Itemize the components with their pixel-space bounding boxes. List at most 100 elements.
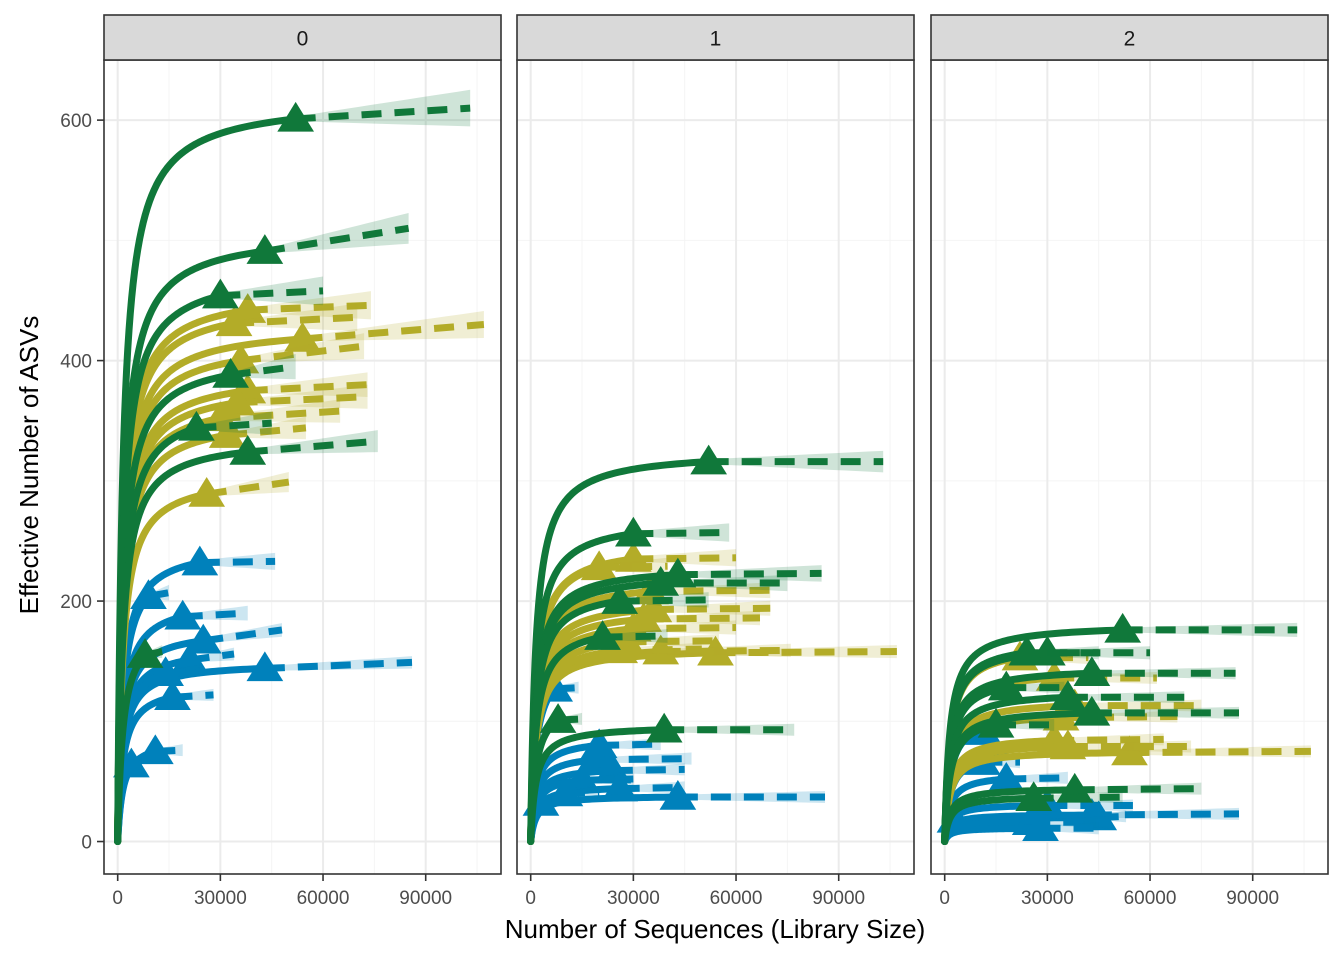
confidence-band: [660, 643, 791, 657]
observed-point: [202, 278, 239, 309]
observed-point: [1073, 695, 1111, 726]
confidence-band: [247, 291, 371, 320]
facet-1: 1: [516, 14, 915, 875]
confidence-band: [206, 471, 289, 497]
observed-point: [1073, 656, 1111, 686]
extrapolated-line: [240, 342, 365, 365]
extrapolated-line: [220, 407, 341, 422]
confidence-band: [1074, 699, 1202, 712]
x-tick-label: 60000: [297, 888, 350, 909]
facet-2: 2: [930, 14, 1329, 875]
observed-point: [284, 321, 321, 352]
observed-point: [208, 418, 246, 448]
extrapolated-line: [612, 765, 685, 775]
extrapolated-line: [302, 321, 485, 343]
extrapolated-line: [247, 301, 372, 314]
extrapolated-line: [599, 562, 668, 571]
observed-point: [246, 651, 284, 682]
extrapolated-line: [196, 419, 272, 432]
observed-point: [580, 728, 618, 759]
confidence-band: [234, 303, 358, 332]
observed-point: [539, 703, 577, 733]
extrapolated-line: [619, 596, 709, 605]
confidence-band: [1074, 782, 1202, 795]
observed-point: [130, 579, 167, 610]
observed-point: [1015, 781, 1053, 812]
observed-point: [126, 638, 164, 668]
interpolated-line: [527, 726, 668, 846]
observed-point: [615, 516, 652, 547]
observed-point: [136, 734, 174, 765]
facet-strip: [516, 14, 915, 61]
extrapolated-line: [247, 437, 379, 456]
observed-point: [977, 707, 1015, 738]
observed-point: [580, 550, 618, 581]
confidence-band: [247, 430, 378, 455]
observed-point: [154, 680, 191, 711]
observed-point: [645, 712, 683, 743]
observed-point: [219, 385, 256, 416]
extrapolated-line: [633, 554, 737, 563]
extrapolated-line: [626, 637, 719, 646]
observed-point: [1111, 735, 1148, 766]
extrapolated-line: [182, 609, 248, 621]
extrapolated-line: [602, 632, 668, 641]
extrapolated-line: [715, 648, 897, 657]
facet-strip-label: 1: [710, 28, 722, 51]
extrapolated-line: [1091, 810, 1240, 819]
extrapolated-line: [1129, 747, 1311, 757]
x-tick-label: 30000: [1021, 888, 1074, 909]
x-tick-label: 90000: [812, 888, 865, 909]
extrapolated-line: [230, 363, 297, 379]
observed-point: [642, 566, 680, 596]
extrapolated-line: [653, 604, 771, 613]
observed-point: [215, 306, 253, 337]
curve-blue: [941, 762, 1068, 846]
facet-strip: [930, 14, 1329, 61]
y-tick-label: 600: [60, 111, 92, 132]
facet-panels: 0 1 2: [103, 14, 1329, 875]
observed-point: [1049, 729, 1087, 760]
observed-point: [563, 763, 601, 793]
x-axis-title: Number of Sequences (Library Size): [505, 914, 926, 944]
extrapolated-line: [202, 626, 283, 645]
curve-green: [527, 516, 730, 846]
x-tick-label: 90000: [399, 888, 452, 909]
extrapolated-line: [643, 614, 761, 623]
extrapolated-line: [1074, 785, 1202, 794]
x-tick-label: 30000: [194, 888, 247, 909]
confidence-band: [653, 600, 771, 616]
observed-point: [277, 101, 315, 132]
extrapolated-line: [233, 313, 358, 327]
extrapolated-line: [1033, 793, 1123, 802]
y-tick-label: 0: [81, 833, 92, 854]
observed-point: [171, 642, 208, 673]
observed-point: [212, 358, 249, 388]
observed-point: [1008, 635, 1046, 666]
observed-point: [987, 670, 1025, 701]
facet-0: 0: [103, 14, 502, 875]
observed-point: [147, 656, 184, 686]
observed-point: [690, 444, 728, 475]
observed-point: [697, 635, 734, 666]
confidence-band: [237, 384, 368, 409]
extrapolated-line: [677, 569, 822, 579]
extrapolated-line: [619, 645, 702, 654]
interpolated-line: [114, 448, 252, 846]
y-axis: 0 200 400 600: [60, 111, 104, 854]
curve-green: [941, 781, 1123, 846]
observed-point: [188, 477, 226, 507]
observed-point: [246, 234, 284, 264]
confidence-band: [1067, 740, 1192, 753]
extrapolated-line: [295, 104, 471, 123]
confidence-band: [1122, 622, 1298, 637]
observed-point: [181, 545, 219, 576]
curve-green: [941, 656, 1236, 846]
extrapolated-line: [264, 224, 410, 255]
curve-green: [527, 712, 795, 846]
x-tick-label: 90000: [1226, 888, 1279, 909]
y-axis-title: Effective Number of ASVs: [14, 316, 44, 615]
observed-point: [584, 620, 621, 650]
observed-point: [577, 742, 615, 773]
confidence-band: [664, 723, 795, 736]
